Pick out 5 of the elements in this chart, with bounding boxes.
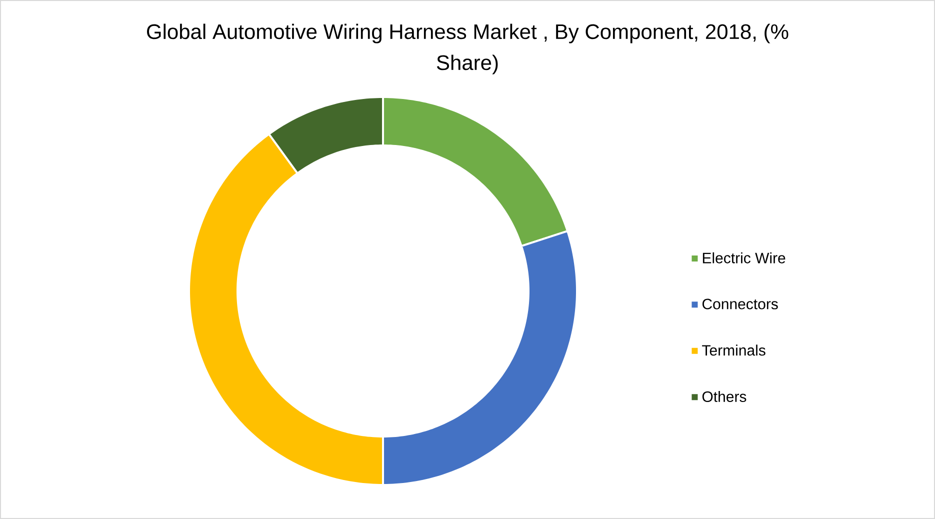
legend-label: Connectors [702, 298, 778, 310]
legend-label: Others [702, 390, 746, 402]
chart-title: Global Automotive Wiring Harness Market , By Component, 2018, (% Share) [147, 24, 788, 74]
legend-label: Terminals [702, 344, 766, 356]
legend-label: Electric Wire [702, 252, 786, 264]
